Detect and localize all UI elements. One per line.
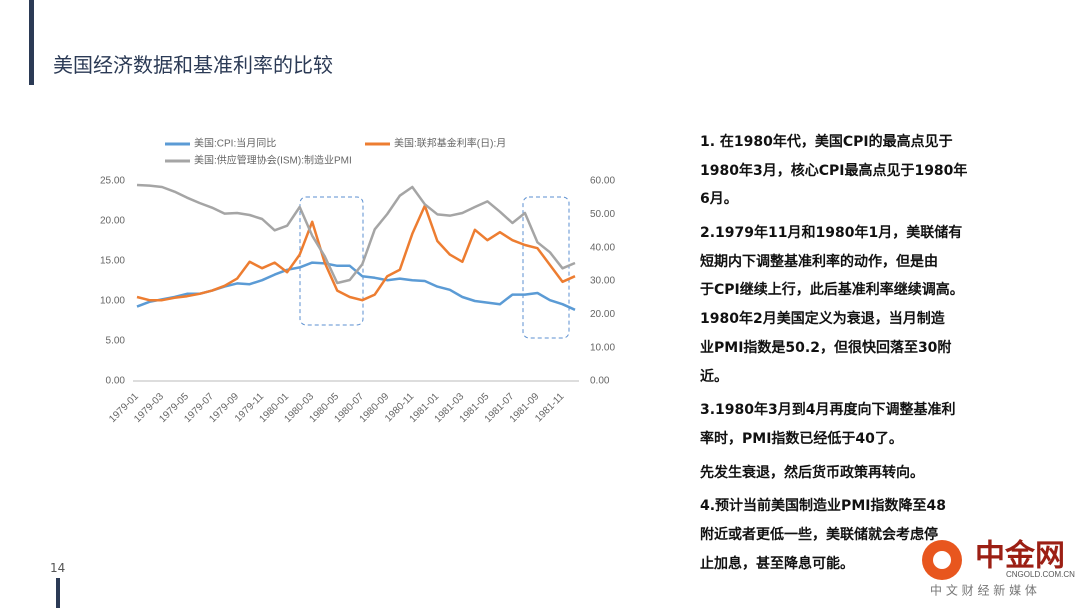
paragraph: 先发生衰退，然后货币政策再转向。 <box>700 459 1000 488</box>
page-number: 14 <box>50 561 66 575</box>
y-tick-label: 15.00 <box>100 256 125 267</box>
watermark-name: 中金网 <box>975 539 1065 574</box>
text-line: 1980年2月美国定义为衰退，当月制造 <box>700 311 945 328</box>
y2-tick-label: 20.00 <box>590 309 615 320</box>
text-line: 率时，PMI指数已经低于40了。 <box>700 430 903 447</box>
y-tick-label: 10.00 <box>100 296 125 307</box>
text-line: 近。 <box>700 368 728 385</box>
y-tick-label: 20.00 <box>100 216 125 227</box>
text-line: 先发生衰退，然后货币政策再转向。 <box>700 464 924 481</box>
y2-tick-label: 30.00 <box>590 276 615 287</box>
highlight-box <box>522 196 570 339</box>
left-bar <box>29 0 34 85</box>
slide-title: 美国经济数据和基准利率的比较 <box>53 53 333 77</box>
text-line: 1980年3月，核心CPI最高点见于1980年 <box>700 162 968 179</box>
text-line: 3.1980年3月到4月再度向下调整基准利 <box>700 402 956 419</box>
text-line: 短期内下调整基准利率的动作，但是由 <box>700 253 938 270</box>
paragraph: 4.预计当前美国制造业PMI指数降至48 附近或者更低一些，美联储就会考虑停 止加息… <box>700 492 1000 578</box>
y2-tick-label: 10.00 <box>590 342 615 353</box>
paragraph: 2.1979年11月和1980年1月，美联储有 短期内下调整基准利率的动作，但是由… <box>700 219 1000 391</box>
legend-label: 美国:CPI:当月同比 <box>194 137 276 150</box>
text-line: 6月。 <box>700 191 738 208</box>
y2-tick-label: 50.00 <box>590 209 615 220</box>
text-line: 于CPI继续上行，此后基准利率继续调高。 <box>700 282 964 299</box>
watermark-site: CNGOLD.COM.CN <box>1006 570 1075 579</box>
legend-label: 美国:联邦基金利率(日):月 <box>394 137 506 150</box>
text-line: 业PMI指数是50.2，但很快回落至30附 <box>700 339 952 356</box>
notes: 1. 在1980年代，美国CPI的最高点见于 1980年3月，核心CPI最高点见于… <box>700 128 1000 583</box>
bottom-bar <box>56 578 60 608</box>
series-line <box>136 261 576 311</box>
series-line <box>136 183 576 285</box>
y2-tick-label: 60.00 <box>590 176 615 187</box>
y-tick-label: 0.00 <box>106 376 126 387</box>
watermark-slogan: 中 文 财 经 新 媒 体 <box>930 583 1037 598</box>
text-line: 附近或者更低一些，美联储就会考虑停 <box>700 526 938 543</box>
highlight-box <box>299 196 364 326</box>
paragraph: 1. 在1980年代，美国CPI的最高点见于 1980年3月，核心CPI最高点见于… <box>700 128 1000 214</box>
series-line <box>136 204 576 302</box>
text-line: 止加息，甚至降息可能。 <box>700 555 854 572</box>
legend-label: 美国:供应管理协会(ISM):制造业PMI <box>194 154 352 167</box>
watermark: 中金网 CNGOLD.COM.CN 中 文 财 经 新 媒 体 <box>922 539 1075 598</box>
y-tick-label: 25.00 <box>100 176 125 187</box>
text-line: 1. 在1980年代，美国CPI的最高点见于 <box>700 134 953 150</box>
y-tick-label: 5.00 <box>106 336 126 347</box>
logo <box>933 551 951 569</box>
paragraph: 3.1980年3月到4月再度向下调整基准利 率时，PMI指数已经低于40了。 <box>700 396 1000 453</box>
text-line: 4.预计当前美国制造业PMI指数降至48 <box>700 498 946 515</box>
text-line: 2.1979年11月和1980年1月，美联储有 <box>700 225 963 242</box>
y2-tick-label: 0.00 <box>590 376 610 387</box>
y2-tick-label: 40.00 <box>590 242 615 253</box>
